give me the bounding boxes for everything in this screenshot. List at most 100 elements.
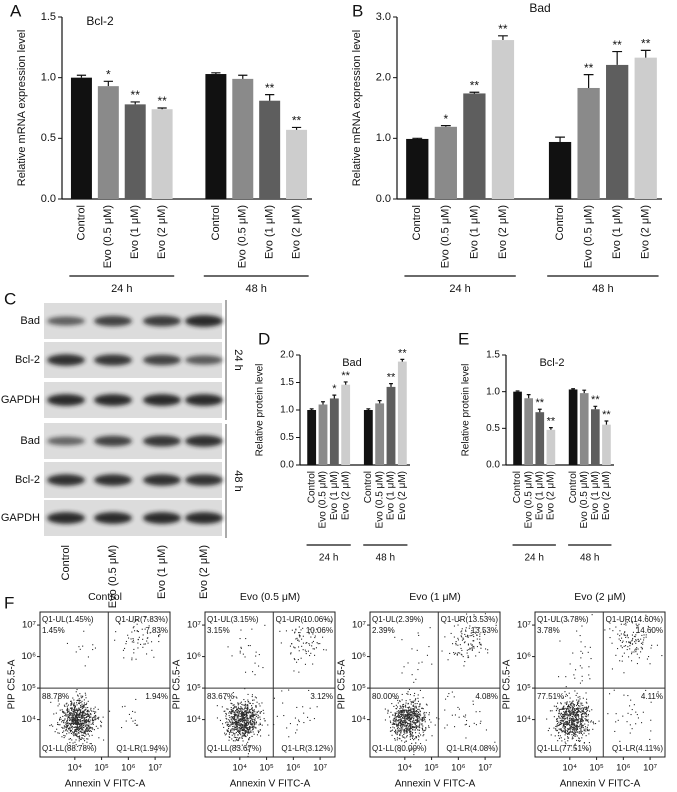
event-dot (390, 722, 392, 724)
event-dot (259, 718, 261, 720)
event-dot (564, 745, 566, 747)
event-dot (406, 693, 408, 695)
event-dot (237, 722, 239, 724)
event-dot (115, 631, 117, 633)
event-dot (83, 699, 85, 701)
event-dot (425, 728, 427, 730)
event-dot (114, 639, 116, 641)
event-dot (87, 738, 89, 740)
event-dot (409, 734, 411, 736)
event-dot (409, 720, 411, 722)
event-dot (233, 719, 235, 721)
event-dot (581, 710, 583, 712)
event-dot (233, 712, 235, 714)
event-dot (64, 715, 66, 717)
event-dot (88, 728, 90, 730)
event-dot (81, 728, 83, 730)
event-dot (239, 727, 241, 729)
event-dot (409, 694, 411, 696)
event-dot (393, 720, 395, 722)
event-dot (556, 729, 558, 731)
event-dot (71, 717, 73, 719)
event-dot (411, 674, 413, 676)
event-dot (396, 725, 398, 727)
event-dot (144, 616, 146, 618)
event-dot (239, 725, 241, 727)
event-dot (584, 706, 586, 708)
event-dot (465, 737, 467, 739)
event-dot (581, 718, 583, 720)
event-dot (555, 725, 557, 727)
event-dot (135, 658, 137, 660)
event-dot (398, 715, 400, 717)
event-dot (464, 641, 466, 643)
event-dot (242, 709, 244, 711)
event-dot (66, 702, 68, 704)
event-dot (626, 621, 628, 623)
event-dot (581, 675, 583, 677)
event-dot (248, 730, 250, 732)
event-dot (408, 713, 410, 715)
event-dot (417, 700, 419, 702)
x-tick-label: Control (568, 471, 579, 503)
event-dot (84, 721, 86, 723)
event-dot (408, 688, 410, 690)
event-dot (78, 719, 80, 721)
event-dot (237, 714, 239, 716)
event-dot (75, 691, 77, 693)
event-dot (450, 632, 452, 634)
event-dot (309, 719, 311, 721)
event-dot (78, 723, 80, 725)
event-dot (580, 650, 582, 652)
event-dot (650, 719, 652, 721)
event-dot (249, 737, 251, 739)
event-dot (451, 691, 453, 693)
event-dot (649, 663, 651, 665)
event-dot (406, 718, 408, 720)
event-dot (402, 736, 404, 738)
event-dot (255, 722, 257, 724)
event-dot (86, 716, 88, 718)
event-dot (251, 628, 253, 630)
event-dot (77, 710, 79, 712)
event-dot (236, 709, 238, 711)
event-dot (242, 711, 244, 713)
event-dot (419, 724, 421, 726)
event-dot (561, 720, 563, 722)
event-dot (458, 619, 460, 621)
event-dot (609, 693, 611, 695)
event-dot (569, 724, 571, 726)
event-dot (580, 657, 582, 659)
event-dot (235, 710, 237, 712)
event-dot (581, 680, 583, 682)
event-dot (242, 734, 244, 736)
event-dot (589, 646, 591, 648)
event-dot (94, 712, 96, 714)
event-dot (576, 719, 578, 721)
event-dot (223, 710, 225, 712)
event-dot (67, 722, 69, 724)
event-dot (418, 739, 420, 741)
event-dot (244, 731, 246, 733)
event-dot (461, 630, 463, 632)
event-dot (237, 715, 239, 717)
event-dot (76, 726, 78, 728)
blot-row-label: Bcl-2 (15, 354, 40, 366)
event-dot (227, 722, 229, 724)
event-dot (76, 735, 78, 737)
group-label: 24 h (319, 553, 338, 564)
event-dot (629, 705, 631, 707)
event-dot (586, 707, 588, 709)
event-dot (68, 738, 70, 740)
error-bar (537, 408, 542, 413)
significance-label: ** (292, 114, 302, 128)
event-dot (619, 660, 621, 662)
event-dot (97, 708, 99, 710)
event-dot (70, 700, 72, 702)
event-dot (85, 730, 87, 732)
event-dot (244, 723, 246, 725)
event-dot (134, 630, 136, 632)
event-dot (413, 722, 415, 724)
bar (491, 40, 515, 200)
event-dot (473, 636, 475, 638)
